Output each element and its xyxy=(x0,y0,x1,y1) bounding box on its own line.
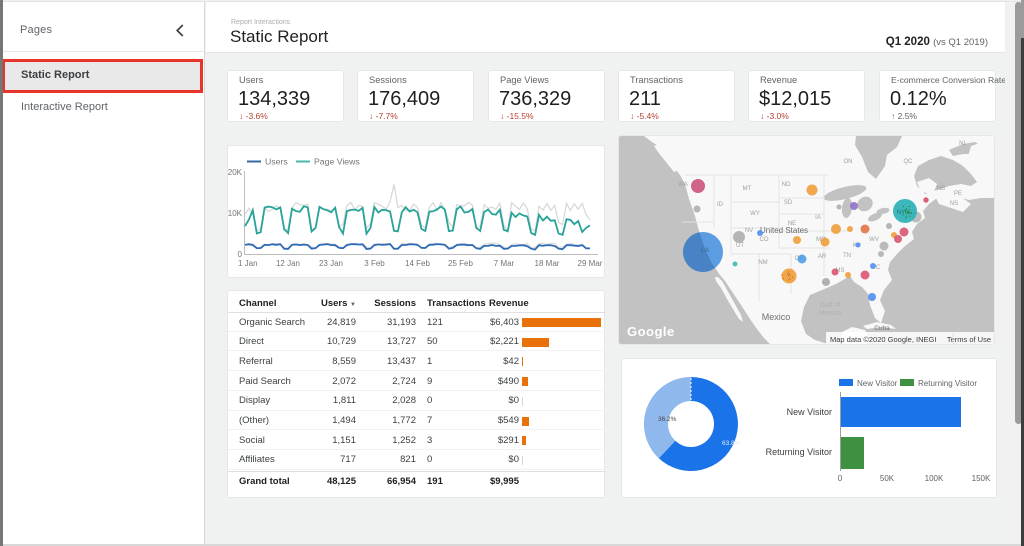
svg-text:CA: CA xyxy=(701,248,709,254)
svg-text:18 Mar: 18 Mar xyxy=(535,259,560,268)
svg-text:20K: 20K xyxy=(228,168,243,177)
svg-text:NY: NY xyxy=(897,210,905,216)
svg-text:TN: TN xyxy=(843,253,851,259)
svg-text:23 Jan: 23 Jan xyxy=(319,259,343,268)
svg-text:NB: NB xyxy=(937,186,945,192)
svg-text:CO: CO xyxy=(760,237,769,243)
svg-text:Mexico: Mexico xyxy=(762,312,791,322)
svg-text:ON: ON xyxy=(844,159,853,165)
svg-text:12 Jan: 12 Jan xyxy=(276,259,300,268)
svg-text:Mexico: Mexico xyxy=(819,310,841,317)
svg-text:Cuba: Cuba xyxy=(874,325,890,332)
svg-text:United States: United States xyxy=(760,226,808,235)
svg-text:Returning Visitor: Returning Visitor xyxy=(918,379,977,388)
svg-text:WA: WA xyxy=(678,182,687,188)
svg-text:MT: MT xyxy=(743,186,752,192)
svg-text:WV: WV xyxy=(869,237,879,243)
svg-text:AR: AR xyxy=(818,254,827,260)
svg-text:NS: NS xyxy=(950,201,958,207)
svg-text:SD: SD xyxy=(784,200,793,206)
svg-text:C: C xyxy=(876,265,881,271)
svg-text:150K: 150K xyxy=(972,474,991,483)
svg-text:New Visitor: New Visitor xyxy=(857,379,898,388)
svg-text:100K: 100K xyxy=(925,474,944,483)
svg-text:Gulf of: Gulf of xyxy=(820,302,841,309)
svg-text:Map data ©2020 Google, INEGI: Map data ©2020 Google, INEGI xyxy=(830,335,936,344)
svg-text:ND: ND xyxy=(782,182,791,188)
svg-text:63.8%: 63.8% xyxy=(722,440,741,447)
svg-text:14 Feb: 14 Feb xyxy=(405,259,430,268)
svg-text:Page Views: Page Views xyxy=(314,157,360,167)
svg-text:NM: NM xyxy=(758,260,767,266)
svg-text:36.2%: 36.2% xyxy=(658,416,677,423)
svg-text:1 Jan: 1 Jan xyxy=(238,259,258,268)
svg-text:29 Mar: 29 Mar xyxy=(578,259,603,268)
svg-text:WY: WY xyxy=(750,211,760,217)
svg-text:3 Feb: 3 Feb xyxy=(364,259,385,268)
svg-text:ID: ID xyxy=(717,202,724,208)
svg-text:New Visitor: New Visitor xyxy=(787,407,832,417)
svg-text:NL: NL xyxy=(959,141,967,147)
svg-text:IA: IA xyxy=(815,215,821,221)
svg-text:Terms of Use: Terms of Use xyxy=(947,335,991,344)
svg-text:MS: MS xyxy=(836,268,845,274)
svg-text:PE: PE xyxy=(954,191,962,197)
svg-text:Users: Users xyxy=(265,157,288,167)
svg-text:UT: UT xyxy=(736,243,744,249)
svg-text:Returning Visitor: Returning Visitor xyxy=(766,447,832,457)
svg-text:25 Feb: 25 Feb xyxy=(448,259,473,268)
svg-text:NV: NV xyxy=(745,228,753,234)
svg-text:NE: NE xyxy=(788,221,796,227)
svg-text:0: 0 xyxy=(238,250,243,259)
svg-text:0: 0 xyxy=(838,474,843,483)
svg-text:7 Mar: 7 Mar xyxy=(494,259,515,268)
svg-text:50K: 50K xyxy=(880,474,895,483)
svg-text:Google: Google xyxy=(627,324,675,339)
svg-text:QC: QC xyxy=(904,159,914,165)
svg-text:10K: 10K xyxy=(228,209,243,218)
